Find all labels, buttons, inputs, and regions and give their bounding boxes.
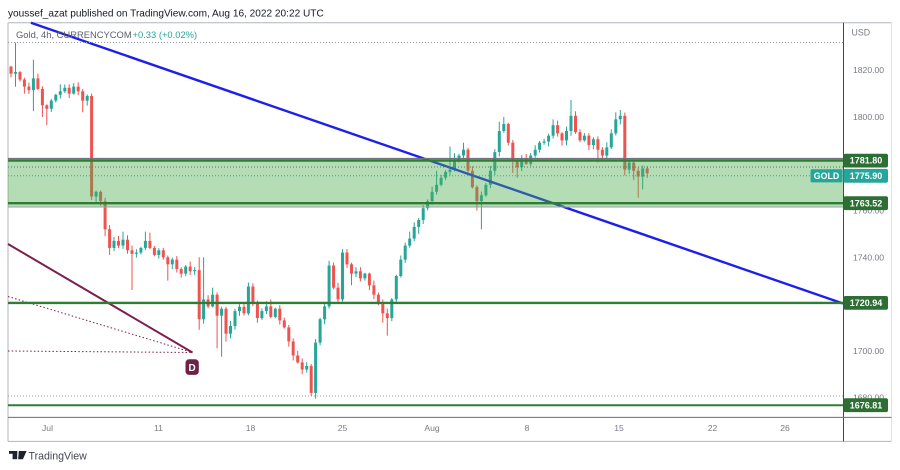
svg-text:1720.94: 1720.94 (850, 298, 883, 308)
svg-text:GOLD: GOLD (814, 171, 839, 181)
svg-text:+0.33 (+0.02%): +0.33 (+0.02%) (133, 29, 198, 40)
svg-text:1740.00: 1740.00 (853, 252, 884, 262)
svg-text:1676.81: 1676.81 (850, 400, 883, 410)
svg-text:1781.80: 1781.80 (850, 156, 883, 166)
svg-text:USD: USD (852, 28, 871, 38)
svg-text:1763.52: 1763.52 (850, 198, 883, 208)
svg-text:1800.00: 1800.00 (853, 112, 884, 122)
svg-text:1700.00: 1700.00 (853, 346, 884, 356)
svg-text:15: 15 (614, 423, 624, 433)
svg-text:1680.00: 1680.00 (853, 393, 884, 403)
svg-text:1820.00: 1820.00 (853, 65, 884, 75)
svg-text:TradingView: TradingView (29, 451, 88, 463)
svg-text:1760.00: 1760.00 (853, 206, 884, 216)
svg-text:Aug: Aug (424, 423, 440, 433)
svg-text:Gold, 4h, CURRENCYCOM: Gold, 4h, CURRENCYCOM (16, 29, 132, 40)
svg-text:1775.90: 1775.90 (850, 171, 883, 181)
svg-text:Jul: Jul (42, 423, 53, 433)
svg-text:18: 18 (246, 423, 256, 433)
svg-text:26: 26 (780, 423, 790, 433)
svg-text:22: 22 (708, 423, 718, 433)
svg-text:D: D (188, 363, 195, 374)
svg-text:25: 25 (338, 423, 348, 433)
svg-text:8: 8 (525, 423, 530, 433)
svg-text:11: 11 (154, 423, 163, 433)
svg-text:youssef_azat published on Trad: youssef_azat published on TradingView.co… (8, 9, 324, 20)
